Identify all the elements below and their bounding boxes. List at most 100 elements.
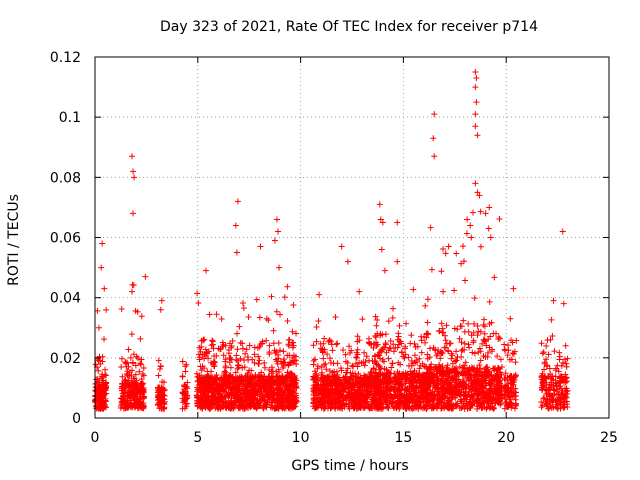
data-point xyxy=(229,383,236,390)
data-point xyxy=(554,398,561,405)
data-point xyxy=(337,405,344,412)
data-point xyxy=(289,397,296,404)
data-point xyxy=(214,394,221,401)
data-point xyxy=(123,363,130,370)
data-point xyxy=(382,331,389,338)
data-point xyxy=(353,391,360,398)
data-point xyxy=(543,343,550,350)
data-point xyxy=(497,401,504,408)
data-point xyxy=(315,318,322,325)
data-point xyxy=(129,359,136,366)
data-point xyxy=(551,387,558,394)
data-point xyxy=(269,404,276,411)
data-point xyxy=(98,382,105,389)
data-point xyxy=(491,383,498,390)
data-point xyxy=(288,375,295,382)
data-point xyxy=(510,350,517,357)
data-point xyxy=(209,338,216,345)
data-point xyxy=(449,360,456,367)
data-point xyxy=(233,352,240,359)
data-point xyxy=(184,379,191,386)
data-point xyxy=(328,341,335,348)
data-point xyxy=(539,386,546,393)
data-point xyxy=(132,382,139,389)
data-point xyxy=(242,350,249,357)
data-point xyxy=(558,362,565,369)
data-point xyxy=(332,314,339,321)
data-point xyxy=(477,348,484,355)
data-point xyxy=(157,362,164,369)
data-point xyxy=(329,396,336,403)
data-point xyxy=(234,346,241,353)
data-point xyxy=(474,405,481,412)
data-point xyxy=(325,338,332,345)
data-point xyxy=(504,385,511,392)
data-point xyxy=(373,343,380,350)
data-point xyxy=(486,204,493,211)
data-point xyxy=(507,315,514,322)
data-point xyxy=(402,345,409,352)
data-point xyxy=(129,153,136,160)
data-point xyxy=(347,395,354,402)
data-point xyxy=(550,382,557,389)
data-point xyxy=(258,396,265,403)
data-point xyxy=(425,390,432,397)
data-point xyxy=(137,360,144,367)
data-point xyxy=(553,379,560,386)
data-point xyxy=(138,313,145,320)
data-point xyxy=(207,379,214,386)
data-point xyxy=(371,352,378,359)
x-axis-label: GPS time / hours xyxy=(291,458,408,474)
data-point xyxy=(539,370,546,377)
data-point xyxy=(471,320,478,327)
data-point xyxy=(317,340,324,347)
data-point xyxy=(464,393,471,400)
data-point xyxy=(467,222,474,229)
data-point xyxy=(281,379,288,386)
data-point xyxy=(286,403,293,410)
data-point xyxy=(507,373,514,380)
data-point xyxy=(561,377,568,384)
data-point xyxy=(561,385,568,392)
data-point xyxy=(267,380,274,387)
data-point xyxy=(401,399,408,406)
data-point xyxy=(237,339,244,346)
data-point xyxy=(433,383,440,390)
data-point xyxy=(563,374,570,381)
x-tick-label: 15 xyxy=(394,430,412,446)
data-point xyxy=(233,387,240,394)
data-point xyxy=(458,339,465,346)
data-point xyxy=(437,377,444,384)
data-point xyxy=(247,394,254,401)
data-point xyxy=(250,374,257,381)
data-point xyxy=(327,338,334,345)
data-point xyxy=(479,340,486,347)
data-point xyxy=(453,250,460,257)
data-point xyxy=(403,403,410,410)
data-point xyxy=(237,400,244,407)
data-point xyxy=(408,388,415,395)
data-point xyxy=(129,387,136,394)
data-point xyxy=(407,340,414,347)
data-point xyxy=(438,380,445,387)
data-point xyxy=(396,378,403,385)
data-point xyxy=(277,311,284,318)
data-point xyxy=(473,75,480,82)
data-point xyxy=(513,337,520,344)
data-point xyxy=(341,395,348,402)
data-point xyxy=(119,355,126,362)
data-point xyxy=(400,353,407,360)
data-point xyxy=(118,385,125,392)
data-point xyxy=(241,405,248,412)
data-point xyxy=(118,306,125,313)
data-point xyxy=(156,405,163,412)
data-point xyxy=(354,333,361,340)
data-point xyxy=(396,404,403,411)
data-point xyxy=(361,386,368,393)
data-point xyxy=(416,365,423,372)
data-point xyxy=(476,386,483,393)
data-point xyxy=(261,364,268,371)
data-point xyxy=(442,387,449,394)
data-point xyxy=(376,366,383,373)
data-point xyxy=(473,99,480,106)
